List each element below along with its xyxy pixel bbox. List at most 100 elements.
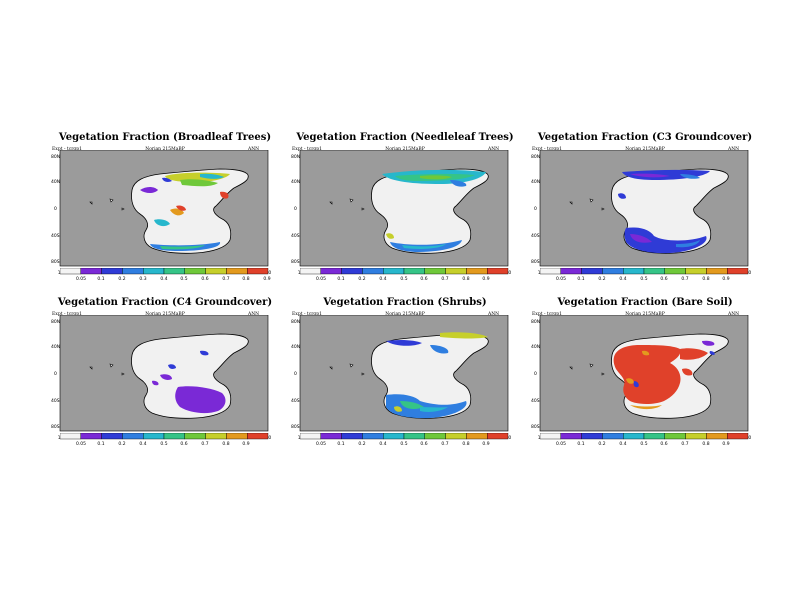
colorbar-swatch bbox=[60, 268, 81, 275]
panel-c3-groundcover: Vegetation Fraction (C3 Groundcover) Exp… bbox=[530, 132, 752, 282]
colorbar-swatch bbox=[382, 268, 405, 275]
colorbar-tick: 0.1 bbox=[97, 276, 104, 282]
lat-label: 40N bbox=[291, 344, 300, 350]
colorbar: 0.05 0.1 0.2 0.4 0.5 0.6 0.7 0.8 0.9 bbox=[540, 268, 749, 282]
colorbar-swatch bbox=[540, 433, 561, 440]
colorbar-tick: 0.8 bbox=[242, 276, 249, 282]
small-islands bbox=[329, 363, 365, 376]
colorbar-tick: 0.05 bbox=[76, 276, 86, 282]
colorbar-tick: 0.6 bbox=[420, 441, 427, 447]
colorbar-tick: 0.4 bbox=[379, 276, 386, 282]
season-label: ANN bbox=[248, 147, 260, 152]
map-plot: 80N 40N 0 40S 80S 180 120W 60W 0 60E 120… bbox=[531, 150, 751, 276]
lat-label: 40N bbox=[531, 344, 540, 350]
colorbar-swatch bbox=[184, 268, 206, 275]
pangea-landmass bbox=[371, 168, 489, 254]
season-label: ANN bbox=[728, 147, 740, 152]
small-islands bbox=[569, 363, 605, 376]
colorbar-tick: 0.7 bbox=[681, 441, 688, 447]
colorbar-swatch bbox=[706, 268, 728, 275]
colorbar-swatch bbox=[403, 268, 425, 275]
colorbar-swatch bbox=[466, 268, 488, 275]
panel-title: Vegetation Fraction (C3 Groundcover) bbox=[537, 132, 753, 143]
colorbar-swatch bbox=[205, 433, 227, 440]
lat-label: 40N bbox=[531, 179, 540, 185]
season-label: ANN bbox=[248, 312, 260, 317]
lat-label: 80S bbox=[291, 424, 300, 430]
colorbar-tick: 0.9 bbox=[482, 441, 489, 447]
colorbar-swatch bbox=[706, 433, 728, 440]
colorbar-swatch bbox=[622, 433, 645, 440]
colorbar-swatch bbox=[300, 268, 321, 275]
colorbar-tick: 0.9 bbox=[482, 276, 489, 282]
colorbar-swatch bbox=[362, 433, 384, 440]
lat-axis-labels: 80N 40N 0 40S 80S bbox=[51, 319, 60, 430]
colorbar-tick: 0.4 bbox=[379, 441, 386, 447]
colorbar-tick: 0.4 bbox=[619, 276, 626, 282]
lat-label: 0 bbox=[294, 371, 297, 377]
colorbar-swatch bbox=[581, 268, 603, 275]
map-plot: 80N 40N 0 40S 80S 180 120W 60W 0 60E 120… bbox=[291, 315, 511, 441]
colorbar-tick: 0.4 bbox=[160, 276, 167, 282]
colorbar-swatch bbox=[341, 433, 363, 440]
colorbar-swatch bbox=[685, 433, 707, 440]
lat-label: 40N bbox=[51, 344, 60, 350]
colorbar-swatch bbox=[602, 268, 624, 275]
colorbar-tick: 0.3 bbox=[139, 276, 146, 282]
colorbar-tick: 0.6 bbox=[660, 441, 667, 447]
colorbar-tick: 0.7 bbox=[201, 441, 208, 447]
lat-label: 80N bbox=[531, 154, 540, 160]
colorbar-swatch bbox=[560, 433, 582, 440]
colorbar-swatch bbox=[424, 433, 446, 440]
colorbar-tick: 0.1 bbox=[337, 276, 344, 282]
pangea-landmass bbox=[131, 168, 249, 254]
experiment-label: Expt - tcrgp1 bbox=[52, 147, 82, 152]
lat-label: 0 bbox=[534, 206, 537, 212]
colorbar: 0.05 0.1 0.2 0.4 0.5 0.6 0.7 0.8 0.9 bbox=[300, 268, 509, 282]
experiment-label: Expt - tcrgp1 bbox=[52, 312, 82, 317]
colorbar-swatch bbox=[226, 268, 248, 275]
lat-label: 80N bbox=[291, 154, 300, 160]
lat-axis-labels: 80N 40N 0 40S 80S bbox=[291, 319, 300, 430]
colorbar-tick: 0.6 bbox=[420, 276, 427, 282]
map-plot: 80N 40N 0 40S 80S 180 120W 60W 0 60E 120… bbox=[531, 315, 751, 441]
colorbar-tick: 0.1 bbox=[577, 441, 584, 447]
colorbar-tick: 0.5 bbox=[180, 276, 187, 282]
vegetation-pattern bbox=[613, 340, 715, 410]
panel-c4-groundcover: Vegetation Fraction (C4 Groundcover) Exp… bbox=[50, 297, 272, 447]
lat-label: 40S bbox=[51, 233, 60, 239]
lat-axis-labels: 80N 40N 0 40S 80S bbox=[531, 319, 540, 430]
panel-title: Vegetation Fraction (Bare Soil) bbox=[557, 297, 733, 308]
colorbar-tick: 0.7 bbox=[222, 276, 229, 282]
colorbar-tick: 0.9 bbox=[242, 441, 249, 447]
colorbar-tick: 0.6 bbox=[180, 441, 187, 447]
lat-label: 40S bbox=[531, 398, 540, 404]
colorbar-swatch bbox=[726, 268, 749, 275]
colorbar-tick: 0.7 bbox=[681, 276, 688, 282]
colorbar-swatch bbox=[163, 268, 185, 275]
vegetation-pattern bbox=[618, 169, 710, 254]
lat-label: 80N bbox=[51, 319, 60, 325]
vegetation-pattern bbox=[140, 172, 230, 251]
colorbar-tick: 0.5 bbox=[400, 441, 407, 447]
colorbar-tick: 0.1 bbox=[337, 441, 344, 447]
season-label: ANN bbox=[488, 312, 500, 317]
map-plot: 80N 40N 0 40S 80S 180 120W 60W 0 60E 120… bbox=[51, 315, 271, 441]
colorbar-swatch bbox=[726, 433, 749, 440]
colorbar-tick: 0.5 bbox=[160, 441, 167, 447]
lat-label: 80N bbox=[51, 154, 60, 160]
colorbar-swatch bbox=[382, 433, 405, 440]
season-label: ANN bbox=[728, 312, 740, 317]
colorbar-swatch bbox=[622, 268, 645, 275]
experiment-label: Expt - tcrgp1 bbox=[292, 147, 322, 152]
colorbar: 0.05 0.1 0.2 0.3 0.4 0.5 0.6 0.7 0.8 0.9 bbox=[60, 268, 271, 282]
colorbar-tick: 0.05 bbox=[316, 276, 326, 282]
colorbar-tick: 0.9 bbox=[263, 276, 270, 282]
small-islands bbox=[89, 363, 125, 376]
colorbar-tick: 0.2 bbox=[358, 441, 365, 447]
lat-label: 80S bbox=[531, 424, 540, 430]
panel-title: Vegetation Fraction (Broadleaf Trees) bbox=[58, 132, 272, 143]
colorbar-swatch bbox=[122, 433, 144, 440]
vegetation-pattern bbox=[386, 332, 488, 419]
colorbar-tick: 0.1 bbox=[97, 441, 104, 447]
